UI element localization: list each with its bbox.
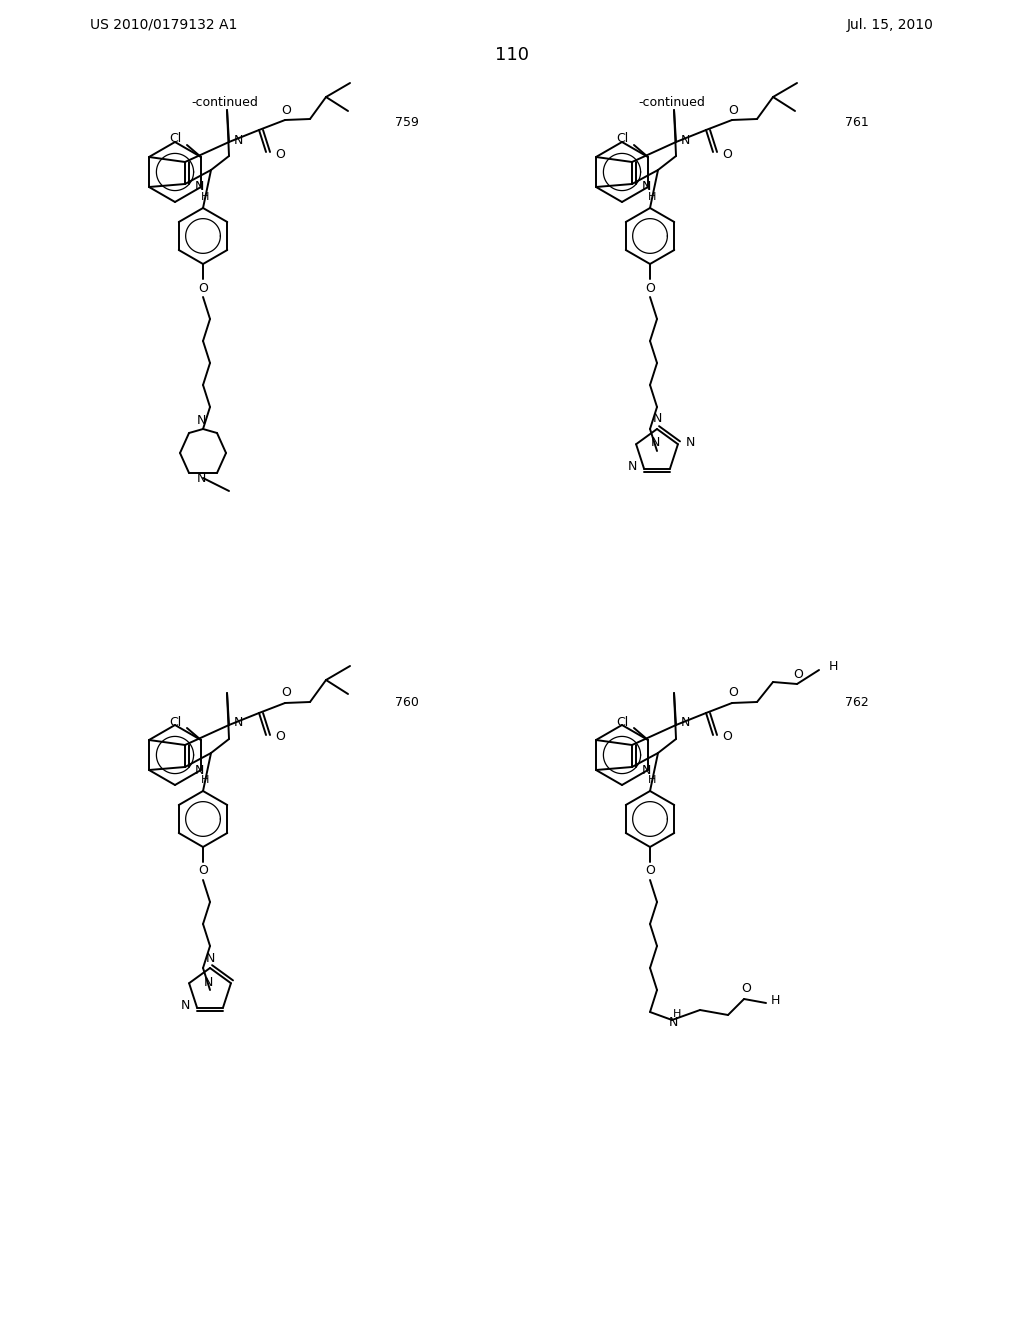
Text: N: N <box>197 414 206 428</box>
Text: N: N <box>628 461 637 474</box>
Text: N: N <box>652 412 662 425</box>
Text: O: O <box>645 281 655 294</box>
Text: H: H <box>828 660 838 672</box>
Text: O: O <box>275 730 285 743</box>
Text: O: O <box>722 730 732 743</box>
Text: Cl: Cl <box>615 132 628 145</box>
Text: O: O <box>741 982 751 995</box>
Text: 760: 760 <box>395 696 419 709</box>
Text: N: N <box>233 133 243 147</box>
Text: N: N <box>204 975 213 989</box>
Text: 759: 759 <box>395 116 419 128</box>
Text: Cl: Cl <box>169 132 181 145</box>
Text: US 2010/0179132 A1: US 2010/0179132 A1 <box>90 18 238 32</box>
Text: H: H <box>201 191 209 202</box>
Text: O: O <box>275 148 285 161</box>
Text: N: N <box>641 763 650 776</box>
Text: N: N <box>650 437 659 450</box>
Text: N: N <box>197 471 206 484</box>
Text: N: N <box>180 999 189 1012</box>
Text: O: O <box>198 281 208 294</box>
Text: N: N <box>195 181 204 194</box>
Text: N: N <box>195 763 204 776</box>
Text: H: H <box>648 775 656 785</box>
Text: -continued: -continued <box>191 95 258 108</box>
Text: O: O <box>645 865 655 878</box>
Text: H: H <box>770 994 779 1007</box>
Text: H: H <box>673 1008 681 1019</box>
Text: Cl: Cl <box>615 715 628 729</box>
Text: N: N <box>669 1016 678 1030</box>
Text: O: O <box>793 668 803 681</box>
Text: O: O <box>281 103 291 116</box>
Text: O: O <box>281 686 291 700</box>
Text: 762: 762 <box>845 696 868 709</box>
Text: O: O <box>728 103 738 116</box>
Text: O: O <box>722 148 732 161</box>
Text: Jul. 15, 2010: Jul. 15, 2010 <box>847 18 934 32</box>
Text: Cl: Cl <box>169 715 181 729</box>
Text: H: H <box>648 191 656 202</box>
Text: N: N <box>641 181 650 194</box>
Text: -continued: -continued <box>639 95 706 108</box>
Text: 761: 761 <box>845 116 868 128</box>
Text: N: N <box>206 952 215 965</box>
Text: O: O <box>198 865 208 878</box>
Text: H: H <box>201 775 209 785</box>
Text: N: N <box>680 717 690 730</box>
Text: O: O <box>728 686 738 700</box>
Text: N: N <box>233 717 243 730</box>
Text: N: N <box>685 436 694 449</box>
Text: N: N <box>680 133 690 147</box>
Text: 110: 110 <box>495 46 529 63</box>
